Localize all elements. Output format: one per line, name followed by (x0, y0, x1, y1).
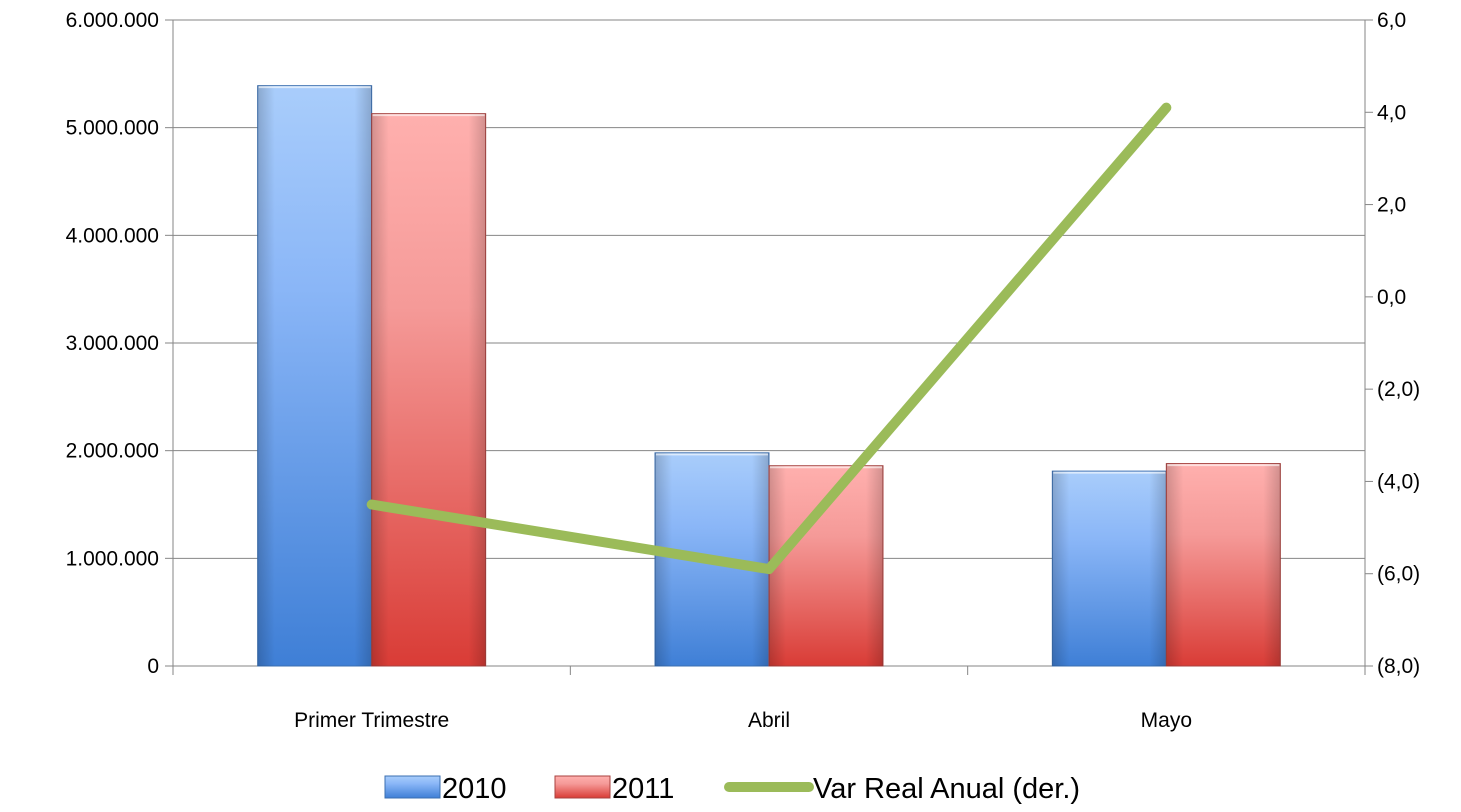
left-axis-tick-label: 4.000.000 (66, 224, 159, 247)
legend-label: 2011 (612, 773, 674, 805)
bar-shading (1166, 463, 1281, 666)
right-axis-tick-label: 2,0 (1377, 194, 1406, 217)
bars (257, 85, 1281, 667)
right-axis-tick-label: 0,0 (1377, 286, 1406, 309)
left-axis-tick-label: 3.000.000 (66, 332, 159, 355)
left-axis-tick-label: 2.000.000 (66, 440, 159, 463)
right-axis-tick-label: 4,0 (1377, 101, 1406, 124)
left-axis-tick-label: 0 (147, 655, 159, 678)
right-axis-tick-label: (8,0) (1377, 655, 1420, 678)
legend-label: Var Real Anual (der.) (813, 773, 1080, 805)
right-axis-tick-label: (6,0) (1377, 563, 1420, 586)
bar-shading (371, 113, 486, 667)
bar-shading (257, 85, 372, 667)
line-series (366, 102, 1172, 575)
x-axis-category-label: Mayo (1141, 709, 1192, 732)
left-axis-tick-label: 1.000.000 (66, 547, 159, 570)
x-axis-category-label: Primer Trimestre (294, 709, 449, 732)
legend: 2010 2011 Var Real Anual (der.) (384, 773, 1080, 805)
right-axis-tick-label: 6,0 (1377, 9, 1406, 32)
legend-swatch-2011 (554, 775, 611, 799)
tick-labels: 0 1.000.000 2.000.000 3.000.000 4.000.000 5.0… (66, 9, 1421, 732)
right-axis-tick-label: (2,0) (1377, 378, 1420, 401)
bar-shading (1052, 471, 1167, 666)
left-axis-tick-label: 5.000.000 (66, 117, 159, 140)
right-axis-tick-label: (4,0) (1377, 470, 1420, 493)
left-axis-tick-label: 6.000.000 (66, 9, 159, 32)
line-var-real-anual-der- (366, 102, 1172, 575)
x-axis-category-label: Abril (748, 709, 790, 732)
legend-swatch-2010 (384, 775, 441, 799)
legend-label: 2010 (442, 773, 507, 805)
